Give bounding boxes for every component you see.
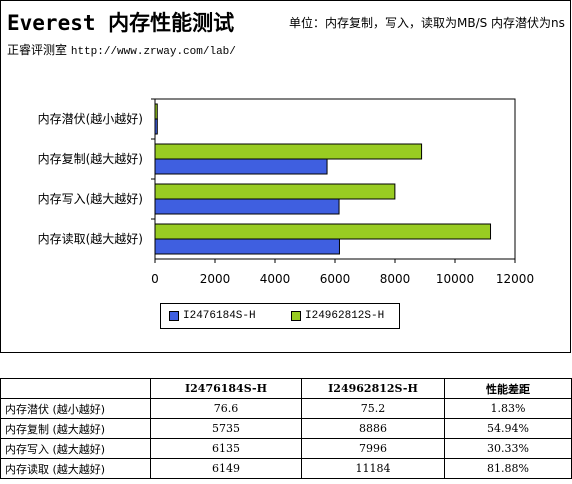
table-cell-gap: 81.88% bbox=[444, 458, 572, 479]
table-row: 内存潜伏 (越小越好) 76.6 75.2 1.83% bbox=[0, 398, 572, 419]
x-tick-label: 12000 bbox=[496, 272, 534, 286]
bar-series-1 bbox=[154, 158, 328, 175]
bar-series-1 bbox=[154, 238, 340, 255]
table-cell-gap: 1.83% bbox=[444, 398, 572, 419]
legend-item-series-2: I24962812S-H bbox=[291, 310, 384, 322]
bar-series-2 bbox=[154, 223, 492, 240]
legend-swatch-series-2 bbox=[291, 311, 301, 321]
source-name: 正睿评测室 bbox=[7, 43, 68, 57]
chart-panel: Everest 内存性能测试 单位：内存复制，写入，读取为MB/S 内存潜伏为n… bbox=[0, 0, 571, 353]
x-tick-label: 10000 bbox=[436, 272, 474, 286]
table-cell-value: 8886 bbox=[301, 418, 445, 439]
source-url: http://www.zrway.com/lab/ bbox=[70, 46, 236, 58]
table-header-gap: 性能差距 bbox=[444, 378, 572, 399]
table-cell-value: 75.2 bbox=[301, 398, 445, 419]
legend-label-series-1: I2476184S-H bbox=[183, 310, 256, 322]
table-cell-label: 内存潜伏 (越小越好) bbox=[0, 398, 151, 419]
x-tick-label: 0 bbox=[151, 272, 159, 286]
legend-swatch-series-1 bbox=[169, 311, 179, 321]
bar-series-1 bbox=[154, 198, 340, 215]
table-cell-value: 5735 bbox=[150, 418, 302, 439]
bar-series-2 bbox=[154, 103, 158, 120]
bar-series-2 bbox=[154, 143, 423, 160]
table-cell-value: 7996 bbox=[301, 438, 445, 459]
table-header-series-1: I2476184S-H bbox=[150, 378, 302, 399]
source-line: 正睿评测室 http://www.zrway.com/lab/ bbox=[7, 41, 236, 58]
y-tick-label: 内存复制(越大越好) bbox=[38, 152, 143, 166]
bar-chart: 内存潜伏(越小越好) 内存复制(越大越好) 内存写入(越大越好) 内存读取(越大越好)… bbox=[38, 98, 534, 286]
table-cell-label: 内存复制 (越大越好) bbox=[0, 418, 151, 439]
y-tick-label: 内存潜伏(越小越好) bbox=[38, 112, 143, 126]
table-cell-gap: 54.94% bbox=[444, 418, 572, 439]
table-cell-value: 76.6 bbox=[150, 398, 302, 419]
table-row: 内存读取 (越大越好) 6149 11184 81.88% bbox=[0, 458, 572, 479]
table-cell-value: 6149 bbox=[150, 458, 302, 479]
table-header-row: I2476184S-H I24962812S-H 性能差距 bbox=[0, 378, 572, 399]
x-tick-label: 8000 bbox=[380, 272, 411, 286]
table-cell-label: 内存读取 (越大越好) bbox=[0, 458, 151, 479]
table-row: 内存复制 (越大越好) 5735 8886 54.94% bbox=[0, 418, 572, 439]
y-tick-label: 内存写入(越大越好) bbox=[38, 192, 143, 206]
table-cell-value: 11184 bbox=[301, 458, 445, 479]
legend-label-series-2: I24962812S-H bbox=[305, 310, 385, 322]
y-tick-label: 内存读取(越大越好) bbox=[38, 232, 143, 246]
comparison-table: I2476184S-H I24962812S-H 性能差距 内存潜伏 (越小越好… bbox=[0, 378, 572, 479]
bar-series-2 bbox=[154, 183, 396, 200]
table-cell-gap: 30.33% bbox=[444, 438, 572, 459]
table-cell-label: 内存写入 (越大越好) bbox=[0, 438, 151, 459]
bar-series-1 bbox=[154, 118, 158, 135]
table-header-series-2: I24962812S-H bbox=[301, 378, 445, 399]
chart-title: Everest 内存性能测试 bbox=[7, 11, 235, 35]
unit-note: 单位：内存复制，写入，读取为MB/S 内存潜伏为ns bbox=[289, 16, 565, 30]
table-row: 内存写入 (越大越好) 6135 7996 30.33% bbox=[0, 438, 572, 459]
table-cell-value: 6135 bbox=[150, 438, 302, 459]
x-tick-label: 6000 bbox=[320, 272, 351, 286]
legend-item-series-1: I2476184S-H bbox=[169, 310, 256, 322]
x-tick-label: 4000 bbox=[260, 272, 291, 286]
x-tick-label: 2000 bbox=[200, 272, 231, 286]
legend: I2476184S-H I24962812S-H bbox=[160, 303, 400, 329]
table-header-blank bbox=[0, 378, 151, 399]
